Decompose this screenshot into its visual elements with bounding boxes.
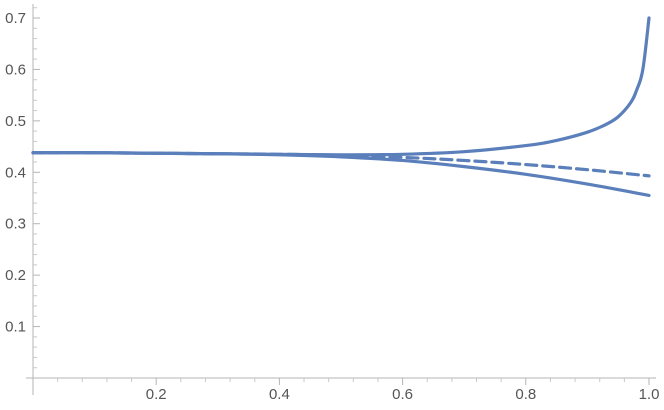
x-tick-label: 0.4 [269,386,290,403]
y-tick-label: 0.3 [5,216,26,233]
y-tick-label: 0.7 [5,10,26,27]
y-tick-label: 0.4 [5,164,26,181]
y-tick-label: 0.2 [5,267,26,284]
axes: 0.2 0.4 0.6 0.8 1.0 0.1 0.2 0.3 0.4 0.5 0.6 0.7 [5,4,659,403]
series-layer [31,16,651,198]
x-tick-label: 0.6 [392,386,413,403]
x-tick-label: 1.0 [639,386,660,403]
series-3-line [31,151,651,198]
x-tick-label: 0.8 [515,386,536,403]
series-1-line [31,16,651,157]
y-tick-label: 0.6 [5,61,26,78]
x-tick-label: 0.2 [146,386,167,403]
y-tick-label: 0.5 [5,113,26,130]
y-tick-label: 0.1 [5,319,26,336]
